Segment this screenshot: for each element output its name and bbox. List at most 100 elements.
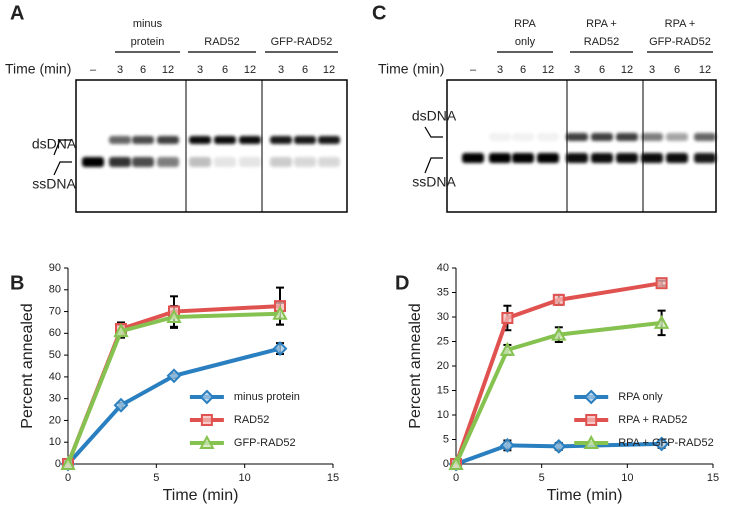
y-tick-label: 30: [437, 311, 449, 323]
lane-label: 6: [599, 64, 605, 76]
gel-band: [591, 133, 613, 141]
marker: [501, 311, 514, 324]
y-tick-label: 15: [437, 384, 449, 396]
marker: [499, 341, 516, 356]
y-tick-label: 10: [49, 436, 61, 448]
gel-band: [512, 133, 534, 141]
legend-label: minus protein: [234, 391, 300, 403]
marker-fill: [501, 343, 514, 355]
gel: [446, 79, 717, 213]
series-line: [454, 320, 662, 465]
gel-band: [616, 133, 638, 141]
gel-band: [157, 157, 179, 167]
marker: [551, 438, 567, 454]
gel-band: [641, 133, 663, 141]
marker: [166, 308, 182, 323]
marker: [583, 434, 599, 449]
marker: [272, 305, 288, 320]
panel-letter: A: [10, 2, 24, 24]
marker-fill: [655, 316, 668, 328]
legend-label: RPA only: [618, 391, 663, 403]
gel-band: [294, 157, 316, 167]
gel-band: [694, 133, 716, 141]
y-tick-label: 70: [49, 305, 61, 317]
marker: [551, 326, 567, 341]
series-line: [66, 311, 281, 465]
marker-fill: [200, 437, 213, 448]
band-label: dsDNA: [32, 136, 77, 152]
y-tick-label: 60: [49, 327, 61, 339]
gel-band: [270, 157, 292, 167]
group-label: minus: [133, 18, 163, 30]
band-bracket: [424, 157, 443, 174]
gel-band: [566, 133, 588, 141]
lane-label: 6: [674, 64, 680, 76]
lane-label: 12: [621, 64, 633, 76]
x-axis-label: Time (min): [547, 487, 623, 504]
x-tick-label: 5: [153, 472, 159, 484]
marker: [583, 389, 599, 405]
time-label: Time (min): [378, 61, 444, 77]
series-line: [454, 281, 662, 465]
y-tick-label: 50: [49, 349, 61, 361]
y-tick-label: 35: [437, 286, 449, 298]
y-tick-label: 10: [437, 409, 449, 421]
y-tick-label: 0: [443, 458, 449, 470]
gel-band: [666, 153, 688, 163]
marker-fill: [450, 458, 462, 469]
y-tick-label: 20: [437, 360, 449, 372]
lane-label: 3: [497, 64, 503, 76]
lane-label: 3: [574, 64, 580, 76]
marker-fill: [115, 325, 127, 337]
x-axis-label: Time (min): [163, 487, 239, 504]
gel-band: [537, 133, 559, 141]
group-label: RAD52: [204, 36, 239, 48]
group-label: RAD52: [584, 36, 619, 48]
band-label: ssDNA: [32, 176, 76, 192]
gel-band: [132, 157, 154, 167]
y-tick-label: 80: [49, 284, 61, 296]
y-axis-label: Percent annealed: [19, 303, 36, 428]
gel-band: [462, 153, 484, 163]
panel-letter: D: [395, 272, 409, 294]
gel-band: [157, 136, 179, 144]
lane-label: 12: [244, 64, 256, 76]
lane-label: 12: [323, 64, 335, 76]
x-tick-label: 0: [453, 472, 459, 484]
legend-label: RPA + GFP-RAD52: [618, 437, 713, 449]
y-tick-label: 90: [49, 262, 61, 274]
gel-band: [239, 157, 261, 167]
gel-band: [537, 153, 559, 163]
gel-band: [294, 136, 316, 144]
band-bracket: [53, 161, 72, 176]
marker: [200, 414, 213, 426]
y-tick-label: 0: [55, 458, 61, 470]
gel-band: [318, 136, 340, 144]
gel-band: [82, 157, 104, 167]
lane-label: 3: [117, 64, 123, 76]
band-label: dsDNA: [412, 108, 457, 124]
y-tick-label: 30: [49, 393, 61, 405]
legend-label: RAD52: [234, 414, 269, 426]
marker-fill: [553, 294, 564, 305]
marker-fill: [586, 415, 597, 425]
y-axis-label: Percent annealed: [407, 303, 424, 428]
gel: [75, 79, 348, 213]
group-label: GFP-RAD52: [649, 36, 711, 48]
gel-band: [214, 136, 236, 144]
band-bracket: [53, 139, 72, 156]
marker: [113, 323, 129, 338]
group-label: protein: [131, 36, 165, 48]
band-bracket: [424, 126, 443, 138]
y-tick-label: 40: [49, 371, 61, 383]
y-tick-label: 40: [437, 262, 449, 274]
marker: [655, 277, 668, 290]
gel-band: [591, 153, 613, 163]
marker-fill: [62, 458, 74, 469]
gel-band: [641, 153, 663, 163]
marker-fill: [168, 311, 180, 322]
x-tick-label: 5: [539, 472, 545, 484]
lane-label: 3: [649, 64, 655, 76]
x-tick-label: 15: [707, 472, 719, 484]
